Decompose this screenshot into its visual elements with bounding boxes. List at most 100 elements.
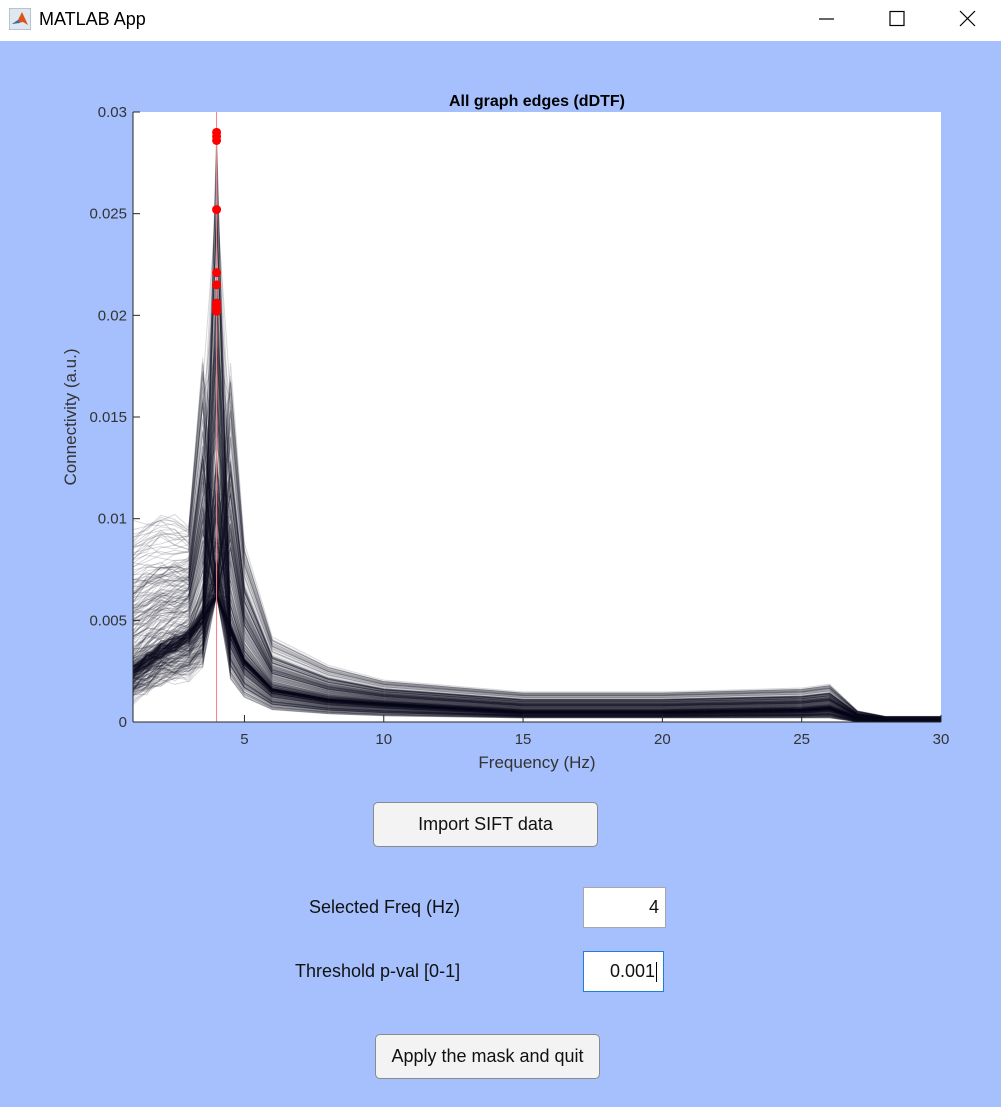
edge-trace <box>133 594 941 721</box>
edge-trace <box>133 592 941 722</box>
edge-trace <box>133 138 941 722</box>
edge-trace <box>133 400 941 718</box>
edge-trace <box>133 583 941 722</box>
minimize-button[interactable] <box>792 0 862 38</box>
edge-trace <box>133 507 941 721</box>
edge-trace <box>133 588 941 722</box>
edge-trace <box>133 529 941 720</box>
edge-trace <box>133 384 941 718</box>
edge-trace <box>133 513 941 720</box>
edge-trace <box>133 397 941 718</box>
edge-trace <box>133 362 941 719</box>
edge-trace <box>133 584 941 722</box>
edge-trace <box>133 569 941 722</box>
window-title: MATLAB App <box>39 9 146 29</box>
edge-trace <box>133 329 941 719</box>
edge-trace <box>133 501 941 720</box>
edge-trace <box>133 577 941 722</box>
edge-trace <box>133 553 941 720</box>
edge-trace <box>133 498 941 719</box>
edge-trace <box>133 343 941 719</box>
edge-trace <box>133 275 941 719</box>
edge-trace <box>133 592 941 721</box>
edge-trace <box>133 207 941 722</box>
import-sift-button[interactable]: Import SIFT data <box>373 802 598 847</box>
edge-trace <box>133 575 941 720</box>
edge-trace <box>133 531 941 720</box>
edge-trace <box>133 445 941 719</box>
edge-trace <box>133 339 941 720</box>
edge-trace <box>133 560 941 720</box>
edge-trace <box>133 297 941 722</box>
edge-trace <box>133 525 941 720</box>
edge-trace <box>133 594 941 721</box>
edge-trace <box>133 213 941 720</box>
edge-trace <box>133 496 941 719</box>
edge-trace <box>133 594 941 721</box>
edge-trace <box>133 486 941 719</box>
edge-trace <box>133 593 941 721</box>
edge-trace <box>133 362 941 718</box>
edge-trace <box>133 137 941 722</box>
edge-trace <box>133 463 941 722</box>
edge-trace <box>133 528 941 720</box>
edge-trace <box>133 524 941 721</box>
edge-trace <box>133 595 941 721</box>
edge-trace <box>133 573 941 721</box>
edge-trace <box>133 452 941 719</box>
edge-trace <box>133 304 941 720</box>
edge-trace <box>133 554 941 720</box>
maximize-button[interactable] <box>862 0 932 38</box>
edge-trace <box>133 589 941 721</box>
highlight-point <box>212 280 222 290</box>
edge-trace <box>133 280 941 721</box>
edge-trace <box>133 376 941 721</box>
edge-trace <box>133 591 941 721</box>
edge-trace <box>133 591 941 721</box>
edge-trace <box>133 471 941 719</box>
edge-trace <box>133 463 941 719</box>
y-tick-label: 0.02 <box>98 307 127 324</box>
edge-trace <box>133 568 941 722</box>
edge-trace <box>133 296 941 720</box>
edge-trace <box>133 583 941 721</box>
edge-trace <box>133 594 941 721</box>
edge-trace <box>133 593 941 722</box>
close-button[interactable] <box>932 0 1001 38</box>
edge-trace <box>133 594 941 721</box>
edge-trace <box>133 520 941 720</box>
x-tick-label: 15 <box>515 731 532 748</box>
threshold-value: 0.001 <box>609 961 655 981</box>
edge-trace <box>133 460 941 719</box>
edge-trace <box>133 380 941 721</box>
edge-trace <box>133 339 941 719</box>
edge-trace <box>133 595 941 722</box>
edge-trace <box>133 538 941 721</box>
edge-trace <box>133 583 941 721</box>
edge-traces <box>133 137 941 722</box>
edge-trace <box>133 585 941 721</box>
edge-trace <box>133 237 941 719</box>
edge-trace <box>133 499 941 719</box>
edge-trace <box>133 591 941 721</box>
edge-trace <box>133 560 941 721</box>
edge-trace <box>133 398 941 721</box>
edge-trace <box>133 594 941 721</box>
edge-trace <box>133 209 941 721</box>
edge-trace <box>133 396 941 721</box>
apply-mask-quit-button[interactable]: Apply the mask and quit <box>375 1034 600 1079</box>
edge-trace <box>133 511 941 721</box>
edge-trace <box>133 252 941 719</box>
edge-trace <box>133 594 941 721</box>
edge-trace <box>133 206 941 719</box>
edge-trace <box>133 595 941 722</box>
edge-trace <box>133 561 941 721</box>
edge-trace <box>133 594 941 722</box>
selected-freq-input[interactable]: 4 <box>583 887 666 928</box>
threshold-input[interactable]: 0.001 <box>583 951 664 992</box>
edge-trace <box>133 594 941 721</box>
edge-trace <box>133 592 941 721</box>
edge-trace <box>133 593 941 721</box>
edge-trace <box>133 458 941 719</box>
edge-trace <box>133 502 941 719</box>
